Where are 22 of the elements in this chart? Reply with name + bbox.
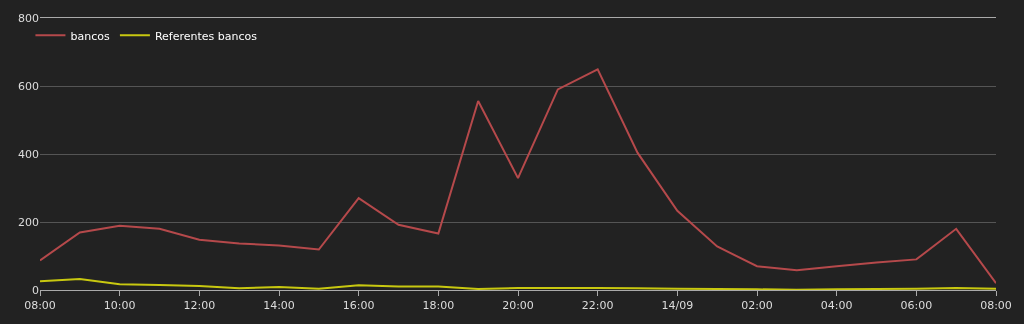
x-tick-label: 18:00 bbox=[422, 299, 455, 313]
x-tick-label: 04:00 bbox=[820, 299, 853, 313]
x-tick-label: 10:00 bbox=[103, 299, 136, 313]
y-tick-label: 800 bbox=[18, 11, 39, 25]
x-tick-label: 16:00 bbox=[342, 299, 375, 313]
y-tick-label: 0 bbox=[32, 283, 39, 297]
x-tick-label: 22:00 bbox=[581, 299, 614, 313]
y-tick-label: 600 bbox=[18, 79, 39, 93]
x-tick-label: 02:00 bbox=[741, 299, 773, 313]
x-tick-label: 06:00 bbox=[900, 299, 933, 313]
x-tick-label: 14/09 bbox=[661, 299, 694, 313]
legend-label: bancos bbox=[70, 29, 110, 43]
legend-label: Referentes bancos bbox=[154, 29, 258, 43]
line-series bbox=[40, 278, 996, 290]
y-tick-label: 400 bbox=[18, 147, 39, 161]
x-tick-label: 12:00 bbox=[183, 299, 216, 313]
y-tick-label: 200 bbox=[18, 215, 39, 229]
line-series bbox=[40, 68, 996, 285]
x-tick-label: 14:00 bbox=[263, 299, 295, 313]
x-tick-label: 08:00 bbox=[24, 299, 56, 313]
x-tick-label: 08:00 bbox=[980, 299, 1012, 313]
x-tick-label: 20:00 bbox=[502, 299, 534, 313]
